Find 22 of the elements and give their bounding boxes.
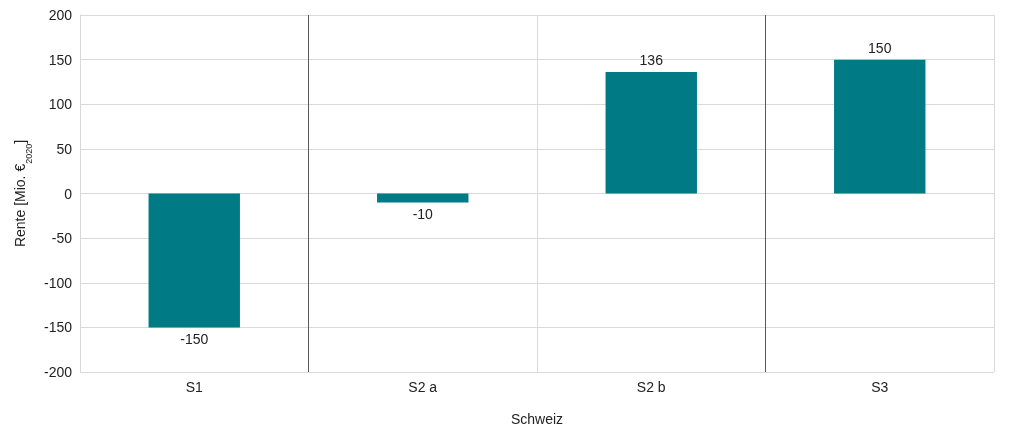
- y-tick-label: 100: [48, 96, 73, 113]
- y-tick-label: -200: [43, 364, 73, 380]
- data-label: -10: [412, 206, 434, 223]
- data-label: 150: [868, 39, 892, 56]
- y-axis-title: Rente [Mio. €2020]: [12, 139, 34, 248]
- data-label: 136: [639, 52, 664, 69]
- x-tick-label: S1: [185, 379, 204, 395]
- x-tick-label: S2 b: [636, 379, 666, 395]
- data-label: -150: [180, 331, 209, 348]
- bar: [834, 59, 926, 194]
- x-tick-label: S2 a: [408, 379, 438, 395]
- x-axis-title: Schweiz: [510, 411, 564, 427]
- bar: [148, 193, 240, 328]
- y-tick-label: 50: [56, 140, 73, 157]
- y-tick-label: -150: [43, 319, 73, 336]
- bar: [605, 72, 697, 194]
- x-tick-label: S3: [871, 379, 889, 395]
- y-tick-label: -100: [43, 274, 73, 291]
- y-tick-label: 200: [48, 7, 73, 23]
- y-tick-label: -50: [51, 230, 73, 247]
- y-tick-label: 0: [64, 185, 73, 202]
- y-tick-label: 150: [48, 51, 73, 68]
